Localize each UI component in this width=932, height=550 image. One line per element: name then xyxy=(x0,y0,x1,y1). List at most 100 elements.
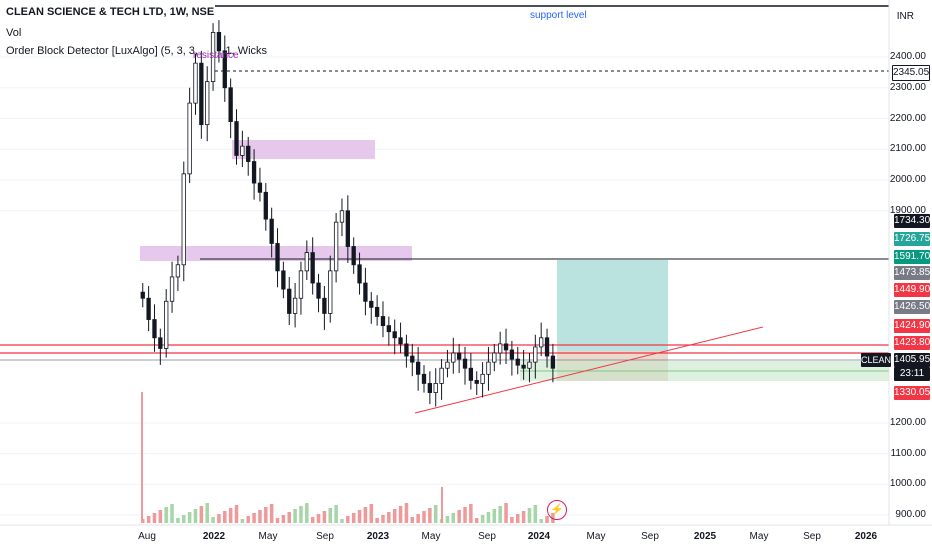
volume-bar xyxy=(264,507,268,523)
time-tick-label: 2025 xyxy=(693,531,717,542)
volume-bar xyxy=(346,516,350,523)
candle-up xyxy=(486,361,491,375)
volume-bar xyxy=(404,503,409,523)
candle-up xyxy=(205,81,210,126)
volume-bar xyxy=(416,514,420,523)
candle-up xyxy=(328,270,333,314)
volume-bar xyxy=(521,511,526,523)
candle-down xyxy=(222,50,227,89)
volume-bar xyxy=(146,516,151,523)
volume-bar xyxy=(234,505,239,523)
volume-bar xyxy=(287,512,291,523)
price-tag: 1473.85 xyxy=(894,266,931,280)
candle-down xyxy=(474,379,479,384)
resistance-annotation[interactable]: resistance xyxy=(193,50,239,61)
symbol-price-tag: CLEAN xyxy=(861,353,892,367)
price-tag: 1726.75 xyxy=(894,232,931,246)
time-tick-label: May xyxy=(258,531,278,542)
volume-bar xyxy=(387,512,391,523)
price-tick-label: 2200.00 xyxy=(889,112,926,124)
volume-bar xyxy=(199,506,204,523)
volume-bar xyxy=(211,517,215,523)
candle-down xyxy=(275,243,280,272)
volume-bar xyxy=(451,513,456,523)
candle-down xyxy=(550,355,556,369)
candle-up xyxy=(164,300,169,349)
candlesticks xyxy=(140,20,556,407)
volume-bar xyxy=(463,507,467,523)
flash-icon[interactable]: ⚡ xyxy=(547,500,567,520)
candle-up xyxy=(304,252,309,272)
volume-bar xyxy=(299,506,303,523)
candle-down xyxy=(515,358,520,366)
volume-bar xyxy=(275,518,280,523)
candle-up xyxy=(451,352,456,363)
volume-bar xyxy=(492,509,497,523)
volume-bar xyxy=(428,508,432,523)
volume-bar xyxy=(164,507,168,523)
price-tick-label: 1000.00 xyxy=(889,478,926,490)
currency-label[interactable]: INR xyxy=(896,11,914,22)
volume-bar xyxy=(340,519,344,523)
candle-down xyxy=(415,361,421,375)
volume-bar xyxy=(515,514,520,523)
volume-indicator-label[interactable]: Vol xyxy=(6,27,22,39)
volume-bar xyxy=(316,514,321,523)
symbol-title[interactable]: CLEAN SCIENCE & TECH LTD, 1W, NSE xyxy=(6,6,215,18)
candle-down xyxy=(251,161,257,184)
order-block-bearish-upper[interactable] xyxy=(232,140,375,159)
candle-up xyxy=(480,373,485,384)
candle-down xyxy=(357,264,362,284)
price-tag: 1405.95 xyxy=(894,353,931,367)
volume-bar xyxy=(410,517,415,523)
volume-bar xyxy=(205,503,209,523)
candle-up xyxy=(175,264,181,278)
volume-bar xyxy=(217,514,221,523)
support-level-annotation[interactable]: support level xyxy=(530,10,587,21)
price-tag: 1424.90 xyxy=(894,319,931,333)
volume-bar xyxy=(398,506,403,523)
candle-down xyxy=(503,343,509,351)
volume-bar xyxy=(433,505,438,523)
price-tick-label: 900.00 xyxy=(895,508,926,520)
candle-up xyxy=(169,276,175,302)
candle-down xyxy=(263,191,268,220)
volume-bar xyxy=(422,511,426,523)
candle-down xyxy=(351,246,356,266)
candle-down xyxy=(257,182,263,193)
candle-up xyxy=(210,32,216,83)
price-tick-label: 1200.00 xyxy=(889,417,926,428)
candle-up xyxy=(193,62,198,104)
time-tick-label: May xyxy=(421,531,441,542)
volume-bar xyxy=(469,504,473,523)
candle-down xyxy=(246,145,251,162)
volume-bar xyxy=(246,516,250,523)
order-block-indicator-label[interactable]: Order Block Detector [LuxAlgo] (5, 3, 3,… xyxy=(6,45,268,57)
volume-bar xyxy=(486,512,491,523)
price-tag: 1330.05 xyxy=(894,386,931,400)
candle-down xyxy=(269,218,274,244)
long-position-target-zone[interactable] xyxy=(557,260,668,351)
candle-down xyxy=(287,288,292,314)
price-tag: 1591.70 xyxy=(894,250,931,264)
volume-bar xyxy=(504,503,508,523)
volume-bar xyxy=(193,509,198,523)
volume-bar xyxy=(545,516,549,523)
volume-spike xyxy=(441,487,443,523)
volume-bar xyxy=(252,513,256,523)
candle-up xyxy=(439,367,444,384)
volume-bar xyxy=(322,511,327,523)
ascending-trendline[interactable] xyxy=(414,326,764,414)
volume-bar xyxy=(474,518,479,523)
price-tick-label: 2400.00 xyxy=(889,51,926,62)
candle-down xyxy=(158,337,163,349)
candle-down xyxy=(152,319,157,339)
candle-up xyxy=(333,221,339,272)
candle-down xyxy=(521,364,526,369)
price-tick-label: 2100.00 xyxy=(889,143,926,155)
time-tick-label: 2023 xyxy=(366,531,390,542)
volume-bar xyxy=(281,515,286,523)
time-tick-label: Sep xyxy=(641,531,659,542)
candle-down xyxy=(427,383,433,393)
